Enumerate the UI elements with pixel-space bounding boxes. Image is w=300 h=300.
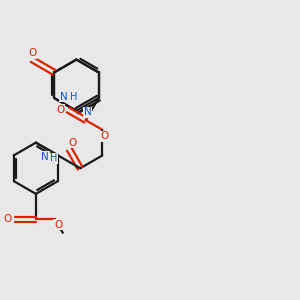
Text: H: H bbox=[70, 92, 78, 102]
Text: O: O bbox=[100, 131, 109, 141]
Text: N: N bbox=[84, 107, 92, 117]
Text: O: O bbox=[4, 214, 12, 224]
Text: O: O bbox=[56, 105, 65, 115]
Text: O: O bbox=[68, 138, 76, 148]
Text: N: N bbox=[41, 152, 49, 162]
Text: N: N bbox=[59, 92, 67, 102]
Text: O: O bbox=[54, 220, 62, 230]
Text: H: H bbox=[50, 153, 57, 164]
Text: O: O bbox=[28, 48, 36, 58]
